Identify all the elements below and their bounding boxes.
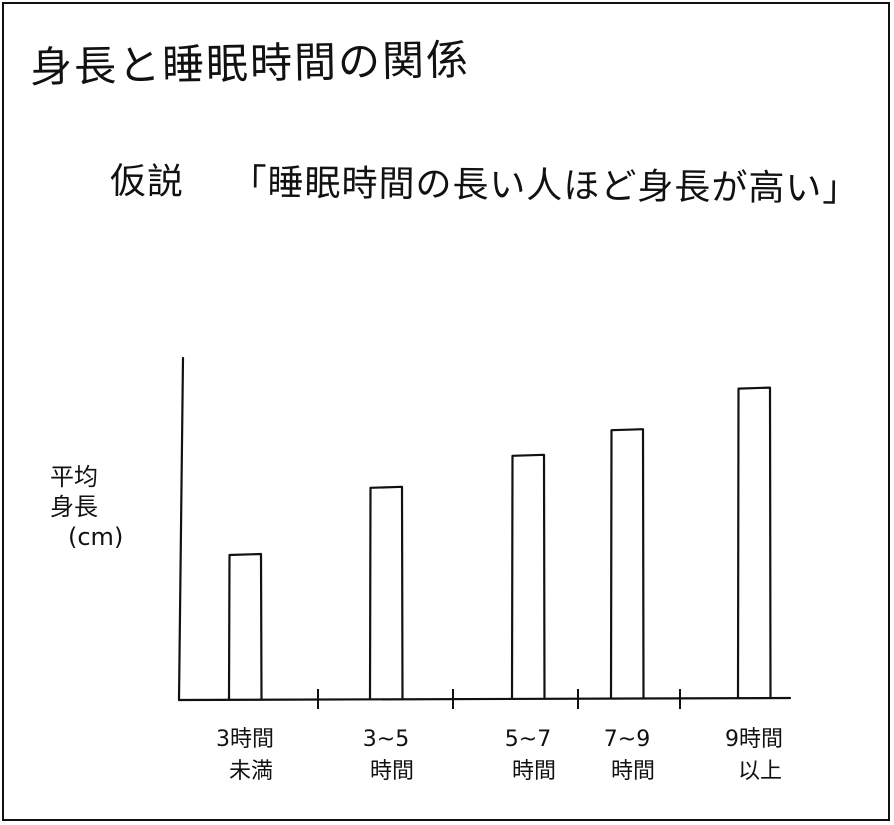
x-tick-label-line: 3~5: [363, 727, 409, 752]
y-axis-label: 平均 身長 (cm): [50, 462, 180, 552]
x-tick-label: 5~7 時間: [505, 727, 556, 784]
y-axis-label-line-2: 身長: [50, 493, 98, 521]
y-axis-line: [177, 356, 185, 702]
x-axis-line: [177, 696, 792, 702]
y-axis-label-unit: (cm): [68, 523, 124, 551]
x-tick-label: 9時間以上: [725, 727, 783, 784]
x-tick-label: 3~5 時間: [363, 727, 414, 784]
bar: [736, 386, 772, 700]
bar: [227, 552, 263, 700]
x-tick-label: 7~9 時間: [604, 727, 655, 784]
x-tick-label-line: 時間: [370, 759, 414, 784]
x-tick-label-line: 時間: [512, 759, 556, 784]
x-tick-label-line: 7~9: [604, 727, 650, 752]
x-tick-label-line: 以上: [738, 759, 782, 784]
y-axis-label-line-1: 平均: [50, 463, 98, 491]
x-axis-ticks: [317, 689, 681, 709]
x-tick-label-line: 時間: [611, 759, 655, 784]
x-tick-label-line: 3時間: [216, 727, 274, 752]
bar: [368, 485, 404, 700]
bar: [609, 428, 645, 700]
bars-group: [227, 386, 772, 700]
x-tick-label-line: 5~7: [505, 727, 551, 752]
x-tick-labels: 3時間未満 3~5 時間 5~7 時間 7~9 時間 9時間以上: [216, 727, 783, 784]
x-tick-label-line: 未満: [229, 759, 273, 784]
bar: [510, 453, 546, 700]
x-tick-label-line: 9時間: [725, 727, 783, 752]
x-tick-label: 3時間未満: [216, 727, 274, 784]
